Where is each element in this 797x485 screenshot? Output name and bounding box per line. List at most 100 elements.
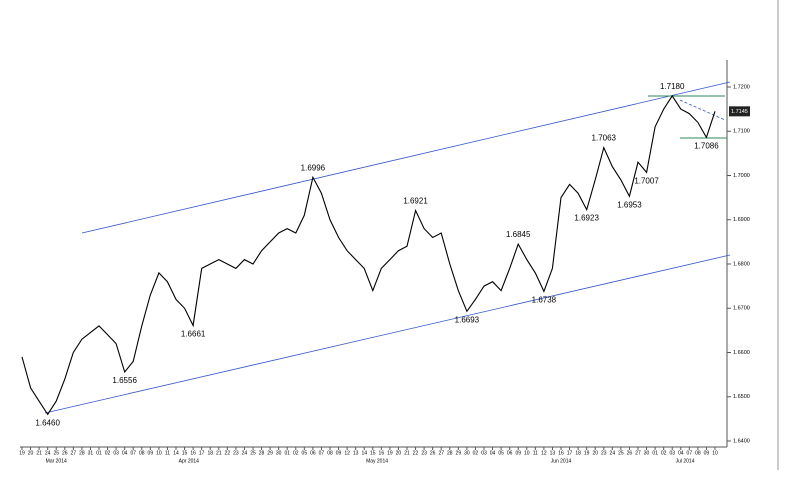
x-tick-label: 17 [567, 450, 573, 456]
y-tick-label: 1.6900 [733, 217, 750, 223]
x-tick-label: 20 [592, 450, 598, 456]
y-tick-label: 1.7100 [733, 129, 750, 135]
x-tick-label: 09 [515, 450, 521, 456]
x-tick-label: 30 [464, 450, 470, 456]
x-tick-label: 09 [148, 450, 154, 456]
x-tick-label: 28 [259, 450, 265, 456]
x-tick-label: 20 [28, 450, 34, 456]
x-tick-label: 02 [473, 450, 479, 456]
month-label: Apr 2014 [179, 458, 200, 464]
x-tick-label: 05 [302, 450, 308, 456]
price-label: 1.6921 [403, 197, 428, 206]
x-tick-label: 25 [618, 450, 624, 456]
y-tick-label: 1.6400 [733, 438, 750, 444]
x-tick-label: 04 [490, 450, 496, 456]
price-label: 1.7063 [592, 134, 617, 143]
x-tick-label: 04 [122, 450, 128, 456]
x-tick-label: 16 [190, 450, 196, 456]
y-tick-label: 1.6800 [733, 261, 750, 267]
x-tick-label: 13 [353, 450, 359, 456]
price-label: 1.6845 [506, 230, 531, 239]
x-tick-label: 16 [558, 450, 564, 456]
x-tick-label: 24 [242, 450, 248, 456]
lower-channel [44, 254, 731, 414]
x-tick-label: 30 [276, 450, 282, 456]
x-tick-label: 11 [533, 450, 538, 456]
x-tick-label: 24 [610, 450, 616, 456]
y-tick-label: 1.6600 [733, 350, 750, 356]
x-tick-label: 12 [344, 450, 350, 456]
y-tick-label: 1.7000 [733, 173, 750, 179]
x-tick-label: 01 [96, 450, 102, 456]
price-label: 1.6923 [574, 214, 599, 223]
x-tick-label: 01 [652, 450, 658, 456]
x-tick-label: 27 [71, 450, 77, 456]
x-tick-label: 30 [644, 450, 650, 456]
last-price-label: 1.7145 [731, 109, 748, 115]
price-label: 1.6661 [181, 330, 206, 339]
x-tick-label: 02 [105, 450, 111, 456]
trend-line [679, 99, 726, 121]
price-label: 1.6996 [301, 163, 326, 172]
month-label: Jul 2014 [676, 458, 695, 464]
x-tick-label: 18 [575, 450, 581, 456]
upper-channel [81, 81, 731, 234]
x-tick-label: 12 [541, 450, 547, 456]
x-tick-label: 13 [550, 450, 556, 456]
x-tick-label: 26 [627, 450, 633, 456]
x-tick-label: 02 [293, 450, 299, 456]
y-tick-label: 1.6500 [733, 394, 750, 400]
x-tick-label: 07 [130, 450, 136, 456]
x-tick-label: 22 [413, 450, 419, 456]
price-label: 1.6556 [112, 376, 137, 385]
x-tick-label: 10 [712, 450, 718, 456]
x-tick-label: 21 [404, 450, 410, 456]
x-tick-label: 06 [310, 450, 316, 456]
x-tick-label: 07 [687, 450, 693, 456]
price-label: 1.7086 [694, 142, 719, 151]
x-tick-label: 20 [396, 450, 402, 456]
x-tick-label: 31 [88, 450, 94, 456]
x-tick-label: 08 [139, 450, 145, 456]
x-tick-label: 21 [36, 450, 42, 456]
x-tick-label: 14 [361, 450, 367, 456]
x-tick-label: 25 [250, 450, 256, 456]
x-tick-label: 27 [635, 450, 641, 456]
x-tick-label: 10 [156, 450, 162, 456]
x-tick-label: 23 [601, 450, 607, 456]
x-tick-label: 21 [216, 450, 222, 456]
x-tick-label: 19 [19, 450, 25, 456]
x-tick-label: 28 [79, 450, 85, 456]
x-tick-label: 23 [233, 450, 239, 456]
month-label: Mar 2014 [46, 458, 67, 464]
price-label: 1.6693 [455, 315, 480, 324]
x-tick-label: 14 [173, 450, 179, 456]
x-tick-label: 19 [584, 450, 590, 456]
x-tick-label: 24 [45, 450, 51, 456]
x-tick-label: 01 [284, 450, 290, 456]
x-tick-label: 17 [199, 450, 205, 456]
x-tick-label: 04 [678, 450, 684, 456]
x-tick-label: 19 [387, 450, 393, 456]
month-label: May 2014 [366, 458, 388, 464]
x-tick-label: 09 [336, 450, 342, 456]
x-tick-label: 03 [113, 450, 119, 456]
last-price-box [729, 106, 750, 117]
x-tick-label: 18 [207, 450, 213, 456]
price-label: 1.6953 [617, 200, 642, 209]
x-tick-label: 26 [430, 450, 436, 456]
x-tick-label: 05 [498, 450, 504, 456]
x-tick-label: 15 [370, 450, 376, 456]
x-tick-label: 26 [62, 450, 68, 456]
x-tick-label: 08 [695, 450, 701, 456]
x-tick-label: 29 [456, 450, 462, 456]
y-tick-label: 1.7200 [733, 84, 750, 90]
x-tick-label: 16 [379, 450, 385, 456]
x-tick-label: 28 [447, 450, 453, 456]
price-label: 1.6460 [35, 419, 60, 428]
x-tick-label: 27 [438, 450, 444, 456]
x-tick-label: 10 [524, 450, 530, 456]
x-tick-label: 23 [421, 450, 427, 456]
